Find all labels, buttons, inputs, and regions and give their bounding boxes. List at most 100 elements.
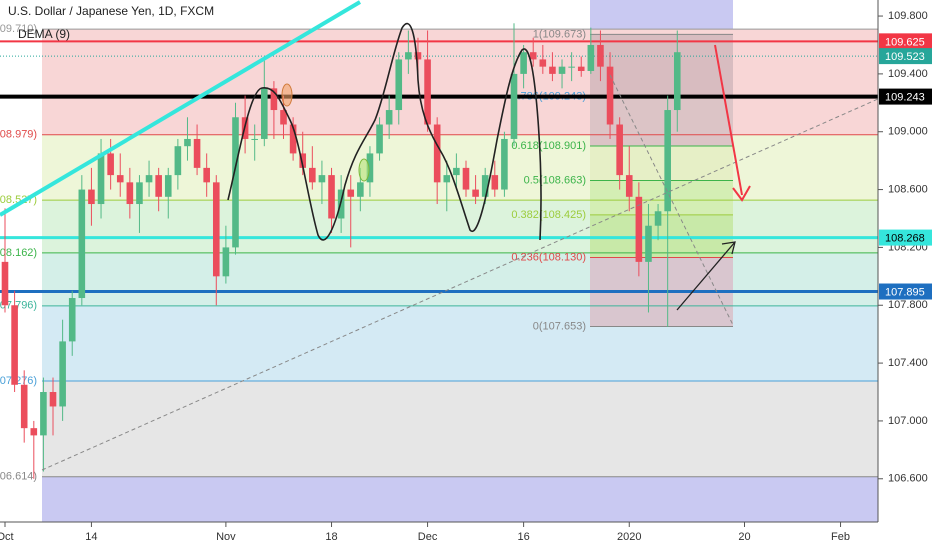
candle-body bbox=[318, 175, 326, 183]
x-tick-label: Dec bbox=[418, 531, 438, 543]
candle-body bbox=[520, 52, 527, 74]
freehand-curve bbox=[227, 22, 542, 241]
price-tag bbox=[879, 283, 932, 300]
candle-body bbox=[145, 175, 153, 183]
date-range-bottom bbox=[42, 475, 878, 522]
indicator-label: DEMA (9) bbox=[18, 27, 70, 41]
candle-body bbox=[453, 167, 460, 176]
fib-band bbox=[42, 305, 878, 382]
fib-band bbox=[42, 29, 878, 135]
x-tick-label: 14 bbox=[85, 531, 97, 543]
candle-body bbox=[577, 66, 585, 71]
y-tick-label: 109.800 bbox=[888, 10, 928, 22]
fib-band bbox=[590, 96, 733, 147]
candle-body bbox=[587, 44, 595, 71]
candle-body bbox=[232, 117, 239, 248]
plot-background bbox=[42, 0, 878, 522]
drawings bbox=[0, 0, 878, 471]
candle-body bbox=[443, 175, 451, 183]
price-axis bbox=[878, 0, 932, 550]
candle-body bbox=[328, 175, 335, 219]
x-tick-label: 20 bbox=[738, 531, 750, 543]
candle-body bbox=[126, 182, 134, 205]
price-tag bbox=[879, 33, 932, 50]
fib-band bbox=[590, 146, 733, 181]
candle-body bbox=[49, 392, 57, 407]
candle-body bbox=[673, 52, 681, 111]
y-tick-label: 107.400 bbox=[888, 357, 928, 369]
candle-body bbox=[59, 341, 66, 407]
x-tick-label: Nov bbox=[216, 531, 236, 543]
fib-band bbox=[42, 381, 878, 477]
price-tag-label: 108.268 bbox=[885, 232, 925, 244]
candle-body bbox=[395, 59, 403, 111]
price-tag-label: 109.625 bbox=[885, 36, 925, 48]
candle-body bbox=[405, 52, 412, 60]
candle-body bbox=[433, 124, 441, 183]
candle-body bbox=[174, 146, 182, 176]
candle-body bbox=[385, 110, 393, 125]
fib-label: 0(107.653) bbox=[533, 320, 586, 332]
candle-body bbox=[88, 189, 95, 205]
y-tick-label: 108.600 bbox=[888, 183, 928, 195]
arrow-head bbox=[721, 241, 736, 255]
candle-body bbox=[280, 110, 287, 125]
candle-body bbox=[222, 247, 230, 277]
candle-body bbox=[261, 88, 268, 139]
fib-label: 0.618(108.901) bbox=[511, 140, 586, 152]
candle-body bbox=[347, 189, 355, 197]
candle-body bbox=[616, 124, 623, 176]
marker-ellipse bbox=[281, 83, 293, 107]
candle-body bbox=[635, 196, 643, 262]
fib-band bbox=[42, 134, 878, 201]
candle-body bbox=[155, 175, 162, 197]
candle-body bbox=[558, 66, 566, 74]
candle-body bbox=[193, 138, 201, 168]
candle-body bbox=[203, 167, 210, 183]
x-tick-label: Oct bbox=[0, 531, 14, 543]
y-tick-label: 109.400 bbox=[888, 68, 928, 80]
candle-body bbox=[116, 175, 124, 183]
candle-body bbox=[164, 175, 172, 197]
fib-band bbox=[590, 34, 733, 97]
candle-body bbox=[501, 138, 508, 190]
candle-body bbox=[251, 138, 258, 140]
candle-body bbox=[510, 73, 518, 139]
y-tick-label: 109.000 bbox=[888, 126, 928, 138]
candle-body bbox=[40, 392, 47, 436]
candle-body bbox=[184, 138, 191, 147]
candle-body bbox=[462, 167, 470, 190]
chart-title: U.S. Dollar / Japanese Yen, 1D, FXCM bbox=[8, 4, 214, 18]
candle-body bbox=[606, 66, 614, 125]
candle-body bbox=[549, 66, 556, 74]
candle-body bbox=[78, 189, 86, 299]
candle-body bbox=[491, 175, 499, 190]
marker-ellipse bbox=[358, 158, 370, 182]
candle-body bbox=[472, 189, 479, 197]
fib-label: (106.614) bbox=[0, 471, 37, 483]
fib-label: (107.276) bbox=[0, 375, 37, 387]
x-tick-label: 18 bbox=[325, 531, 337, 543]
fib-label: (108.979) bbox=[0, 129, 37, 141]
y-tick-label: 107.000 bbox=[888, 415, 928, 427]
candle-body bbox=[270, 88, 278, 111]
candle-body bbox=[664, 110, 671, 212]
fib-band bbox=[590, 180, 733, 215]
fib-band bbox=[42, 200, 878, 253]
candle-body bbox=[68, 298, 76, 342]
candle-body bbox=[299, 153, 307, 168]
fib-band bbox=[42, 252, 878, 306]
candle-body bbox=[625, 175, 633, 197]
candle-body bbox=[136, 182, 143, 205]
candle-body bbox=[289, 124, 297, 154]
candle-body bbox=[529, 52, 537, 60]
fib-diagonal bbox=[609, 74, 734, 326]
arrow-shaft bbox=[714, 44, 743, 196]
y-tick-label: 106.600 bbox=[888, 473, 928, 485]
candle-body bbox=[366, 153, 374, 183]
price-tag bbox=[879, 229, 932, 246]
candle-body bbox=[107, 153, 114, 176]
fib-label: (108.162) bbox=[0, 247, 37, 259]
arrow-shaft bbox=[676, 241, 736, 311]
